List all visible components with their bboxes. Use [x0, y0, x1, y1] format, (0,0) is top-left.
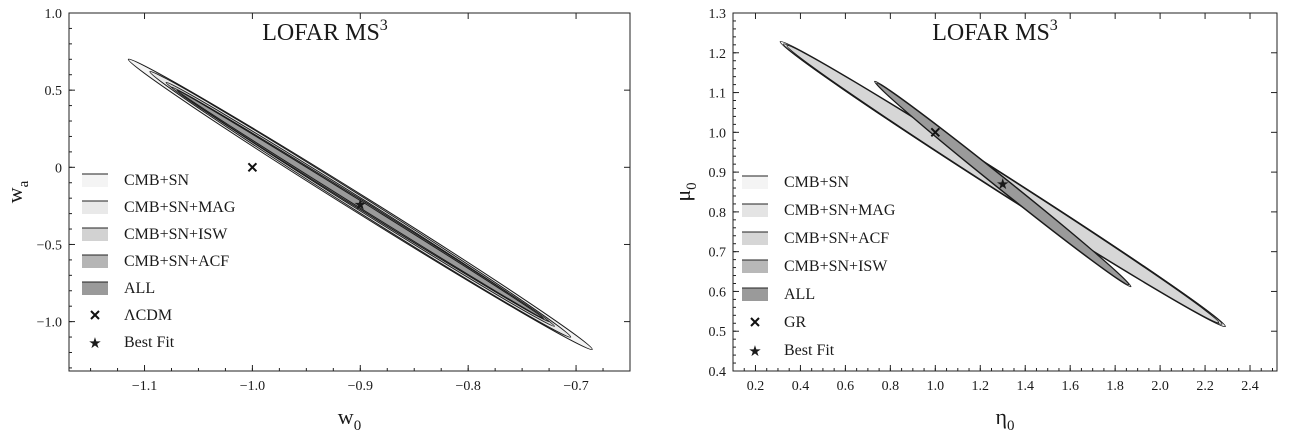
y-axis-label: wa — [2, 180, 32, 203]
legend-swatch — [82, 201, 108, 214]
chart-title-main: LOFAR MS — [932, 20, 1050, 46]
y-tick-label: 0 — [55, 161, 62, 176]
panel-1: ★−1.1 −1.0 −0.9 −0.8 −0.7−1.0−0.500.51.0w0wa… — [2, 7, 631, 434]
plot-frame — [68, 12, 631, 372]
x-axis-label-sub: 0 — [1007, 418, 1015, 434]
x-tick-label: 1.2 — [972, 379, 990, 394]
y-tick-label: 0.4 — [709, 365, 727, 380]
y-tick-label: 1.3 — [709, 7, 727, 22]
legend-swatch — [82, 282, 108, 295]
legend-swatch — [742, 232, 768, 245]
x-axis-label-sub: 0 — [354, 418, 362, 434]
y-axis-label-main: μ — [670, 190, 695, 202]
legend-swatch — [82, 255, 108, 268]
legend-swatch — [82, 174, 108, 187]
legend-star-icon: ★ — [748, 344, 761, 360]
y-axis-label-sub: a — [16, 180, 32, 187]
chart-title: LOFAR MS3 — [262, 17, 388, 46]
y-axis-label: μ0 — [670, 182, 700, 201]
legend-label: CMB+SN — [124, 172, 189, 189]
x-tick-label: −1.0 — [240, 379, 265, 394]
legend: CMB+SN CMB+SN+MAG CMB+SN+ACF CMB+SN+ISW ALL G… — [742, 174, 896, 360]
y-tick-label: 0.7 — [709, 246, 727, 261]
y-tick-label: −0.5 — [37, 238, 62, 253]
legend-swatch — [742, 204, 768, 217]
y-axis: −1.0 −0.5 0 0.5 1.0 — [37, 7, 630, 369]
x-tick-label: 1.6 — [1061, 379, 1079, 394]
y-tick-label: 0.9 — [709, 166, 727, 181]
legend-star-icon: ★ — [88, 336, 101, 352]
contour-all — [876, 82, 1130, 286]
chart-title: LOFAR MS3 — [932, 17, 1058, 46]
y-tick-label: 1.0 — [45, 7, 63, 22]
legend-label: CMB+SN+ACF — [124, 253, 229, 270]
x-tick-label: 1.4 — [1016, 379, 1034, 394]
panel-2: ★0.2 0.4 0.6 0.8 1.0 1.2 1.4 1.6 1.8 2.0 2.2 2.40.4… — [670, 7, 1278, 434]
marker-cross — [930, 127, 941, 138]
x-tick-label: −1.1 — [132, 379, 157, 394]
legend-cross-icon — [90, 310, 100, 320]
legend-label: CMB+SN+ISW — [124, 226, 228, 243]
confidence-contours — [779, 40, 1226, 328]
x-axis-label-main: η — [995, 404, 1007, 429]
y-tick-label: 1.1 — [709, 87, 727, 102]
x-axis-label: η0 — [995, 404, 1014, 434]
y-tick-label: 1.0 — [709, 126, 727, 141]
legend-label: GR — [784, 314, 807, 331]
legend-label: ALL — [124, 280, 155, 297]
confidence-contours — [127, 58, 593, 351]
marker-star: ★ — [354, 197, 367, 213]
x-axis: 0.2 0.4 0.6 0.8 1.0 1.2 1.4 1.6 1.8 2.0 2.2 2.4 — [732, 13, 1274, 394]
marker-star: ★ — [996, 177, 1009, 193]
legend-label: ALL — [784, 286, 815, 303]
chart-title-sup: 3 — [380, 17, 388, 34]
legend-label: CMB+SN+MAG — [784, 202, 896, 219]
legend-label: CMB+SN — [784, 174, 849, 191]
x-tick-label: 0.2 — [747, 379, 765, 394]
legend-label: CMB+SN+ISW — [784, 258, 888, 275]
x-tick-label: 0.4 — [792, 379, 810, 394]
y-tick-label: 0.6 — [709, 285, 727, 300]
legend: CMB+SN CMB+SN+MAG CMB+SN+ISW CMB+SN+ACF ALL Λ… — [82, 172, 236, 352]
y-tick-label: 0.5 — [45, 84, 63, 99]
legend-label: Best Fit — [124, 334, 175, 351]
x-tick-label: −0.9 — [348, 379, 373, 394]
plot-frame — [732, 12, 1278, 372]
y-tick-label: 0.5 — [709, 325, 727, 340]
legend-swatch — [82, 228, 108, 241]
x-tick-label: 1.0 — [927, 379, 945, 394]
x-tick-label: 0.6 — [837, 379, 855, 394]
legend-swatch — [742, 176, 768, 189]
x-tick-label: −0.8 — [455, 379, 480, 394]
legend-label: CMB+SN+MAG — [124, 199, 236, 216]
legend-cross-icon — [750, 317, 760, 327]
contour-all — [176, 89, 545, 320]
x-tick-label: 2.2 — [1196, 379, 1214, 394]
x-axis-label-main: w — [338, 404, 354, 429]
y-axis-label-sub: 0 — [684, 182, 700, 190]
x-tick-label: 0.8 — [882, 379, 900, 394]
y-tick-label: 1.2 — [709, 47, 727, 62]
y-axis-label-main: w — [2, 187, 27, 203]
y-tick-label: 0.8 — [709, 206, 727, 221]
x-axis: −1.1 −1.0 −0.9 −0.8 −0.7 — [90, 13, 631, 394]
legend-label: Best Fit — [784, 342, 835, 359]
x-tick-label: −0.7 — [563, 379, 588, 394]
x-axis-label: w0 — [338, 404, 361, 434]
chart-title-main: LOFAR MS — [262, 20, 380, 46]
chart-title-sup: 3 — [1050, 17, 1058, 34]
y-tick-label: −1.0 — [37, 316, 62, 331]
legend-label: CMB+SN+ACF — [784, 230, 889, 247]
x-tick-label: 2.0 — [1151, 379, 1169, 394]
legend-label: ΛCDM — [124, 307, 172, 324]
x-tick-label: 1.8 — [1106, 379, 1124, 394]
y-axis: 0.4 0.5 0.6 0.7 0.8 0.9 1.0 1.1 1.2 1.3 — [709, 7, 1277, 380]
x-tick-label: 2.4 — [1241, 379, 1259, 394]
legend-swatch — [742, 288, 768, 301]
marker-cross — [247, 162, 258, 173]
legend-swatch — [742, 260, 768, 273]
